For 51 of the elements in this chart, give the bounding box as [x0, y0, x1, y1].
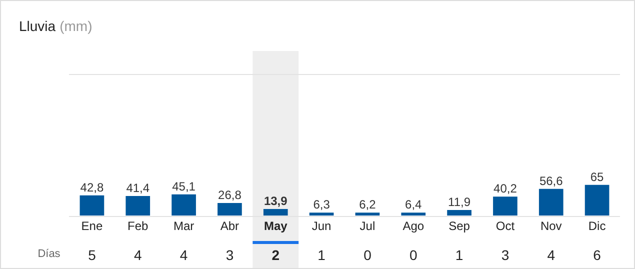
data-label: 42,8 — [80, 180, 104, 194]
chart-subtitle: (mm) — [60, 18, 92, 34]
data-label: 13,9 — [264, 194, 288, 208]
x-tick-label: May — [264, 219, 288, 234]
x-tick-label: Jun — [312, 219, 332, 234]
data-label: 26,8 — [218, 188, 242, 202]
bar — [584, 184, 610, 216]
bar — [263, 209, 288, 216]
data-label: 45,1 — [172, 179, 196, 194]
bar — [172, 194, 196, 216]
x-tick-label: Mar — [173, 219, 194, 234]
data-label: 6,3 — [313, 198, 330, 212]
x-tick-label: Nov — [540, 219, 562, 234]
data-label: 6,2 — [359, 198, 376, 212]
bar — [493, 196, 518, 216]
text: 4 — [547, 247, 556, 263]
data-label: 11,9 — [448, 194, 471, 209]
x-tick-label: Ene — [81, 219, 103, 234]
data-label: 40,2 — [494, 182, 518, 196]
text: 0 — [364, 247, 372, 263]
text: 1 — [455, 247, 464, 263]
text: 5 — [88, 247, 96, 263]
bar — [355, 212, 380, 216]
x-tick-label: Sep — [448, 219, 470, 234]
bar — [80, 195, 104, 216]
chart-title: Lluvia — [19, 18, 56, 34]
text: 6 — [593, 247, 602, 263]
text: Días — [38, 248, 61, 260]
bar — [309, 212, 334, 216]
bar — [218, 202, 242, 216]
text: 4 — [134, 247, 142, 263]
x-tick-label: Abr — [220, 219, 240, 234]
text: 3 — [226, 247, 234, 263]
data-label: 65 — [590, 170, 604, 184]
data-label: 56,6 — [539, 174, 564, 188]
x-tick-label: Feb — [128, 219, 149, 234]
x-tick-label: Ago — [402, 219, 424, 234]
data-label: 6,4 — [405, 198, 422, 212]
x-tick-label: Jul — [360, 219, 376, 234]
text: 1 — [318, 247, 326, 263]
text: 0 — [409, 247, 418, 263]
text: 4 — [180, 247, 188, 263]
text: 3 — [501, 247, 510, 263]
text: 2 — [272, 247, 280, 263]
x-tick-label: Dic — [588, 219, 606, 234]
bar — [126, 196, 150, 216]
data-label: 41,4 — [126, 181, 150, 196]
bar — [401, 212, 426, 216]
x-tick-label: Oct — [496, 219, 516, 234]
bar — [538, 188, 564, 216]
bar — [447, 210, 472, 216]
